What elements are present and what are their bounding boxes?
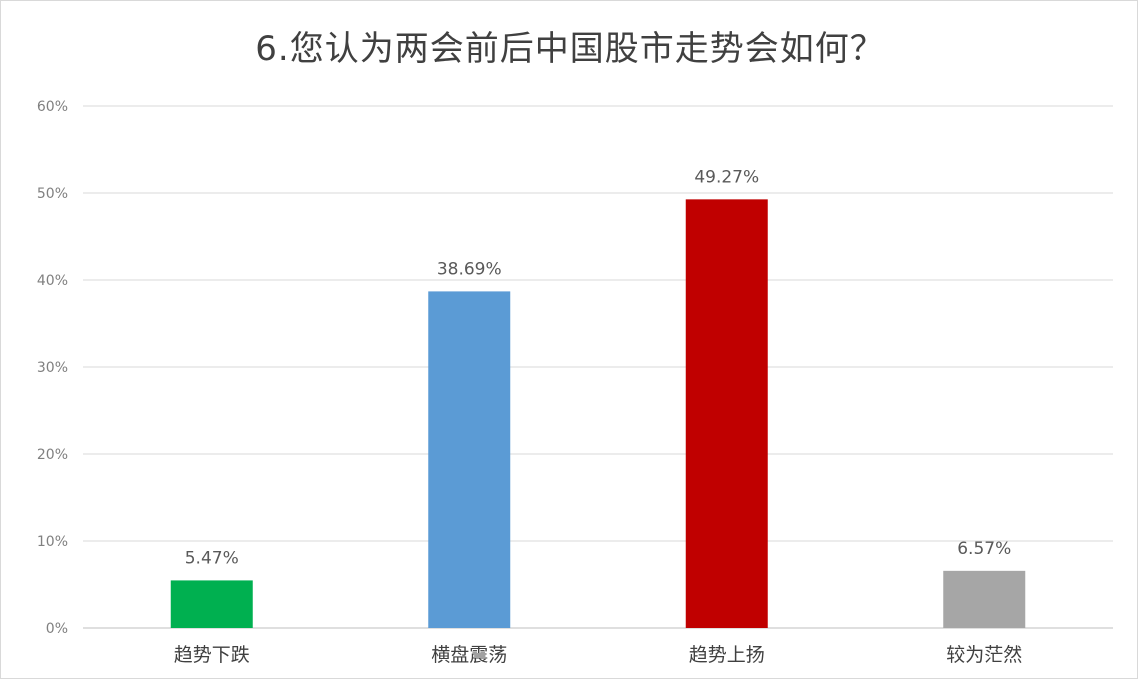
x-category-label: 较为茫然 xyxy=(946,644,1022,666)
data-label: 5.47% xyxy=(185,548,239,568)
data-label: 49.27% xyxy=(694,167,759,187)
data-label: 38.69% xyxy=(437,259,502,279)
bar-2 xyxy=(428,291,511,628)
y-tick-label: 50% xyxy=(37,186,68,202)
bar-3 xyxy=(685,199,768,628)
y-tick-label: 30% xyxy=(37,360,68,376)
x-category-label: 横盘震荡 xyxy=(431,644,507,666)
y-tick-label: 60% xyxy=(37,99,68,115)
chart-title: 6.您认为两会前后中国股市走势会如何？ xyxy=(255,29,885,69)
y-tick-label: 10% xyxy=(37,534,68,550)
data-label: 6.57% xyxy=(957,539,1011,559)
x-category-label: 趋势上扬 xyxy=(689,644,765,666)
bar-1 xyxy=(170,580,253,628)
y-tick-label: 40% xyxy=(37,273,68,289)
y-tick-label: 0% xyxy=(46,621,68,637)
bar-4 xyxy=(943,570,1026,628)
x-category-label: 趋势下跌 xyxy=(174,644,250,666)
y-tick-label: 20% xyxy=(37,447,68,463)
